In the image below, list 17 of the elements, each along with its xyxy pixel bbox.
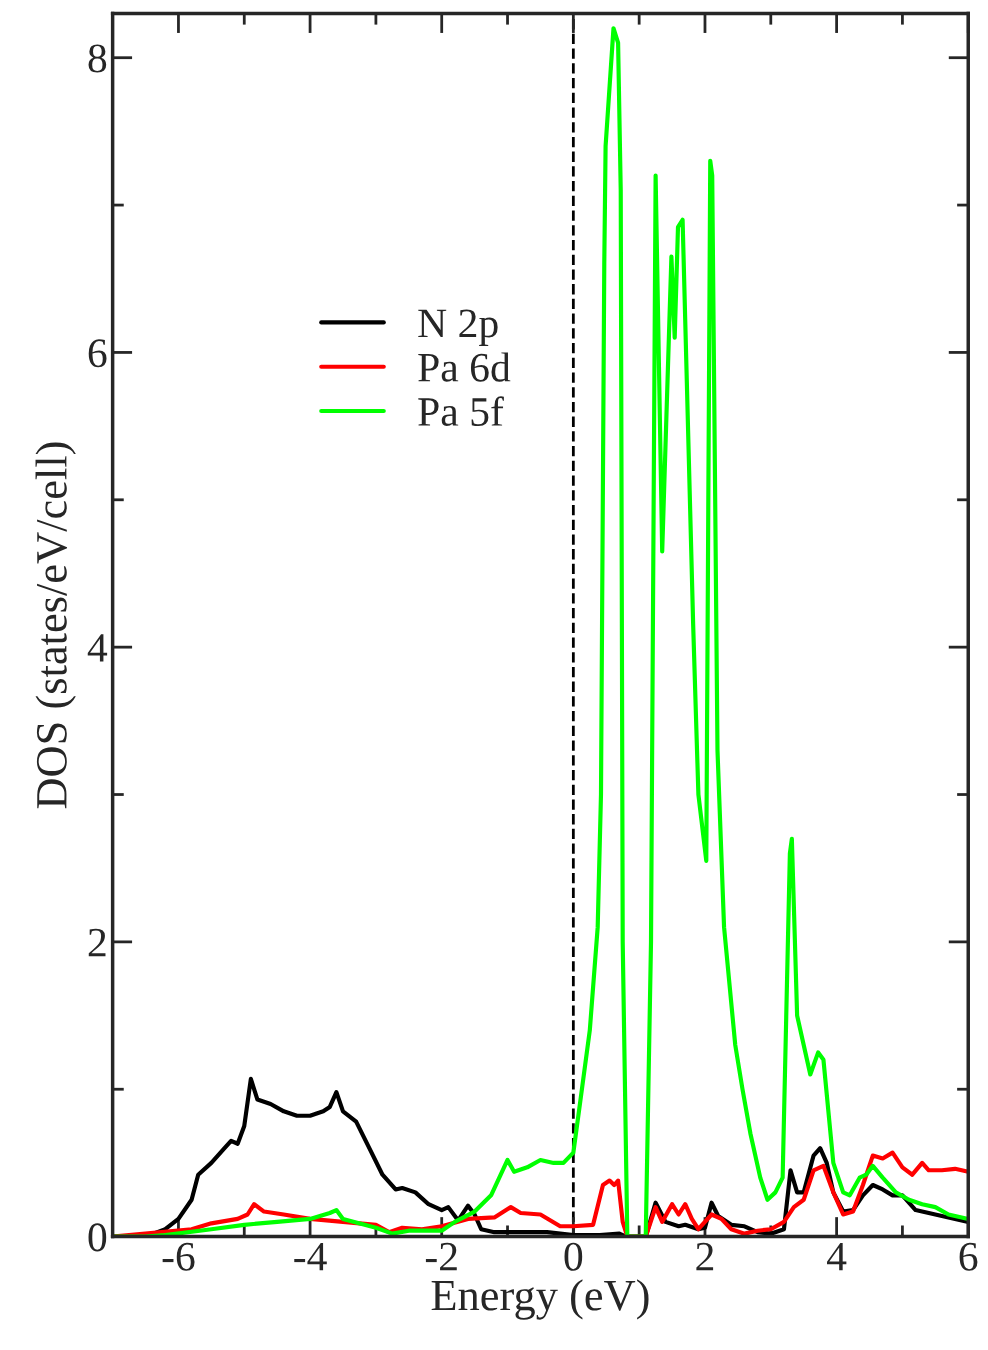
y-tick-label: 8 bbox=[88, 44, 107, 73]
x-tick-label: 2 bbox=[696, 1242, 714, 1271]
x-tick-label: 6 bbox=[959, 1242, 978, 1271]
x-tick-label: -6 bbox=[162, 1242, 195, 1271]
y-tick-label: 6 bbox=[88, 339, 107, 368]
x-tick-label: 4 bbox=[827, 1242, 847, 1271]
x-axis-title: Energy (eV) bbox=[431, 1279, 649, 1320]
legend-label: Pa 5f bbox=[418, 396, 504, 427]
legend-label: N 2p bbox=[418, 309, 498, 346]
y-tick-label: 4 bbox=[87, 634, 108, 662]
y-tick-label: 2 bbox=[88, 928, 106, 957]
x-tick-label: 0 bbox=[564, 1242, 583, 1271]
legend-label: Pa 6d bbox=[418, 352, 511, 382]
x-tick-label: -2 bbox=[425, 1242, 457, 1271]
y-axis-title: DOS (states/eV/cell) bbox=[35, 442, 76, 809]
y-tick-label: 0 bbox=[88, 1223, 107, 1252]
x-tick-label: -4 bbox=[294, 1242, 327, 1271]
